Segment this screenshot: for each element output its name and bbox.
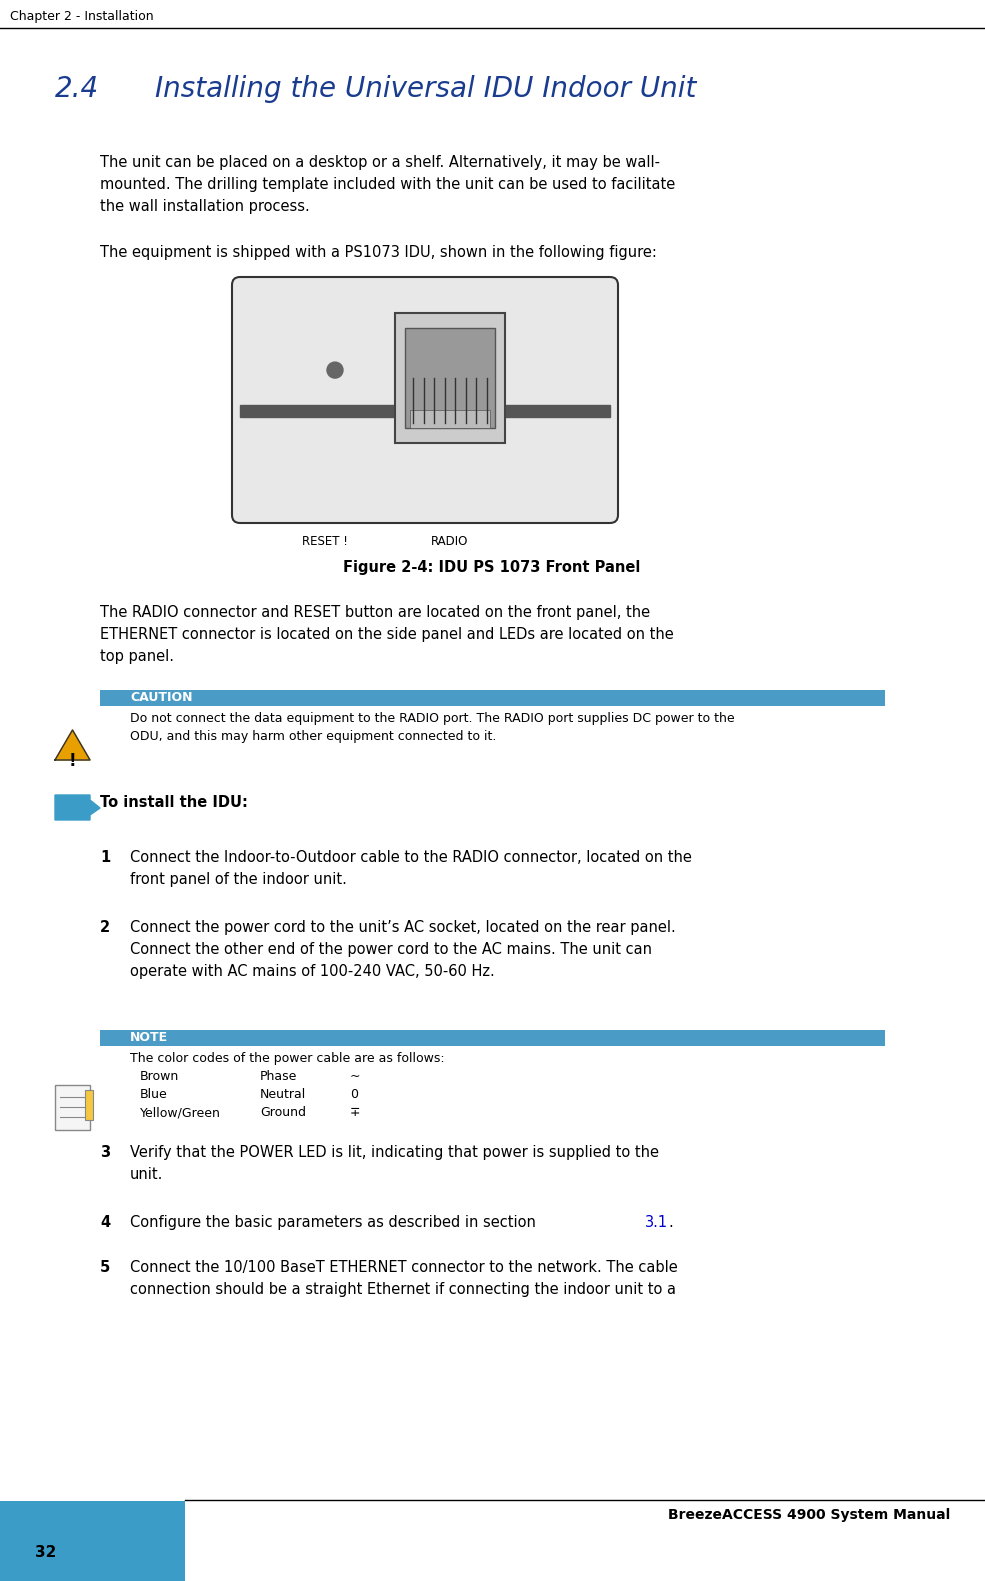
Bar [85,1089,93,1119]
Text: !: ! [69,753,76,770]
Bar [55,1085,90,1130]
Bar [100,1029,885,1047]
Circle shape [327,362,343,378]
Text: 3.1: 3.1 [645,1216,668,1230]
Text: 1: 1 [100,851,110,865]
Text: Figure 2-4: IDU PS 1073 Front Panel: Figure 2-4: IDU PS 1073 Front Panel [344,560,640,575]
Text: Blue: Blue [140,1088,167,1100]
Bar [240,405,610,417]
Text: 0: 0 [350,1088,358,1100]
Bar [405,327,495,428]
Text: Yellow/Green: Yellow/Green [140,1107,221,1119]
Text: CAUTION: CAUTION [130,691,192,704]
Text: The unit can be placed on a desktop or a shelf. Alternatively, it may be wall-
m: The unit can be placed on a desktop or a… [100,155,676,215]
Text: Chapter 2 - Installation: Chapter 2 - Installation [10,9,154,24]
Text: 32: 32 [35,1545,56,1560]
Polygon shape [55,730,90,760]
Text: Connect the Indoor-to-Outdoor cable to the RADIO connector, located on the
front: Connect the Indoor-to-Outdoor cable to t… [130,851,691,887]
Text: 2: 2 [100,920,110,934]
Text: Connect the 10/100 BaseT ETHERNET connector to the network. The cable
connection: Connect the 10/100 BaseT ETHERNET connec… [130,1260,678,1296]
Text: NOTE: NOTE [130,1031,168,1043]
Text: ~: ~ [350,1070,361,1083]
Text: RADIO: RADIO [431,534,469,549]
Text: The RADIO connector and RESET button are located on the front panel, the
ETHERNE: The RADIO connector and RESET button are… [100,606,674,664]
Text: RESET !: RESET ! [302,534,348,549]
Text: 4: 4 [100,1216,110,1230]
Text: .: . [668,1216,673,1230]
Text: ∓: ∓ [350,1107,361,1119]
Text: 2.4: 2.4 [55,74,99,103]
Text: Neutral: Neutral [260,1088,306,1100]
Text: Connect the power cord to the unit’s AC socket, located on the rear panel.
Conne: Connect the power cord to the unit’s AC … [130,920,676,979]
Text: BreezeACCESS 4900 System Manual: BreezeACCESS 4900 System Manual [668,1508,950,1523]
Text: 3: 3 [100,1145,110,1160]
Text: The color codes of the power cable are as follows:: The color codes of the power cable are a… [130,1051,444,1066]
Text: Installing the Universal IDU Indoor Unit: Installing the Universal IDU Indoor Unit [155,74,696,103]
Text: 5: 5 [100,1260,110,1274]
FancyBboxPatch shape [232,277,618,523]
Text: Ground: Ground [260,1107,306,1119]
Bar [100,689,885,707]
Text: Brown: Brown [140,1070,179,1083]
Polygon shape [55,795,100,821]
Text: Phase: Phase [260,1070,297,1083]
Text: The equipment is shipped with a PS1073 IDU, shown in the following figure:: The equipment is shipped with a PS1073 I… [100,245,657,259]
Bar [410,409,490,428]
Bar [395,313,505,443]
Text: To install the IDU:: To install the IDU: [100,795,248,809]
Text: Verify that the POWER LED is lit, indicating that power is supplied to the
unit.: Verify that the POWER LED is lit, indica… [130,1145,659,1183]
Text: Configure the basic parameters as described in section: Configure the basic parameters as descri… [130,1216,541,1230]
Bar [0,1500,185,1581]
Text: Do not connect the data equipment to the RADIO port. The RADIO port supplies DC : Do not connect the data equipment to the… [130,711,735,743]
